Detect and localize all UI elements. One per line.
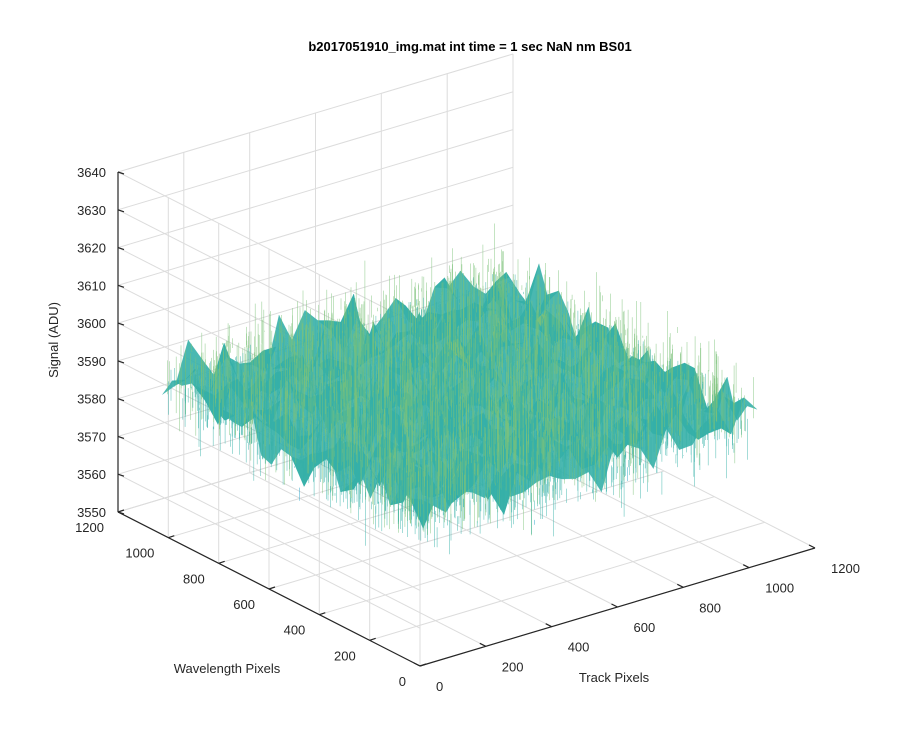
z-tick-mark [117,171,125,175]
x-tick-mark [479,642,487,647]
y-tick-mark [369,637,376,641]
grid-line [117,171,421,327]
grid-line [117,242,514,362]
grid-line [117,435,421,591]
surface [162,223,758,555]
y-tick-mark [117,509,125,513]
grid-line [369,521,765,641]
z-tick-mark [117,322,125,326]
z-tick-mark [117,284,125,288]
axes [117,171,816,667]
grid-line [117,204,514,324]
grid-line [117,91,514,211]
y-tick-mark [168,535,175,539]
chart-title: b2017051910_img.mat int time = 1 sec NaN… [308,39,631,54]
grid-line [319,496,715,616]
x-tick-mark [545,623,552,628]
grid-line [117,53,514,173]
z-tick-mark [117,209,125,213]
x-tick-mark [413,662,421,667]
y-tick-mark [319,612,326,616]
z-tick-mark [117,360,125,364]
grid-line [117,473,421,629]
grid-line [268,470,665,590]
grid-line [117,398,421,554]
x-tick-mark [742,564,750,569]
surface-patch [733,397,758,410]
grid-line [117,166,514,286]
y-tick-mark [268,586,276,590]
grid-line [117,129,514,249]
x-tick-mark [611,603,618,608]
z-tick-mark [117,398,125,402]
x-tick-mark [677,583,684,588]
z-tick-mark [117,435,125,439]
z-tick-mark [117,247,125,251]
z-tick-mark [117,511,125,515]
y-tick-mark [218,560,225,564]
y-tick-mark [419,663,427,667]
z-tick-mark [117,473,125,477]
x-tick-mark [808,544,816,549]
